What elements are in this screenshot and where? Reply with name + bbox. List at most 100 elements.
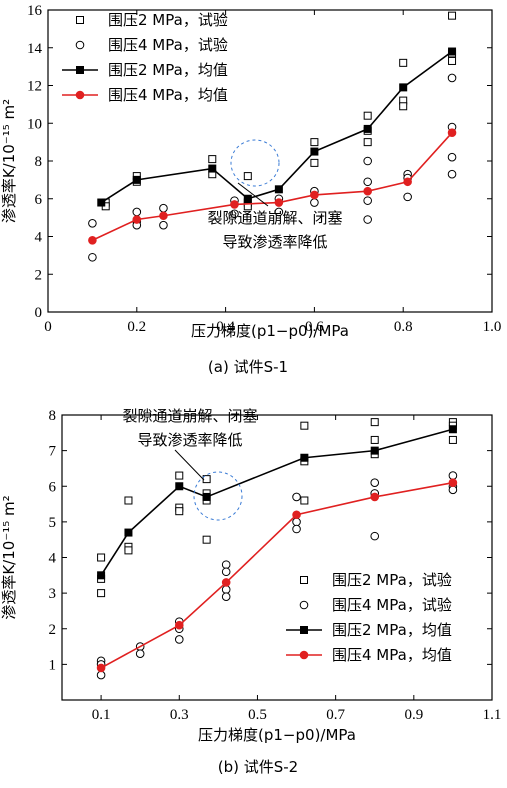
y-tick-label: 4 xyxy=(49,551,57,567)
x-tick-label: 1.1 xyxy=(483,707,502,723)
data-point-circle xyxy=(88,252,97,262)
mean-point-square xyxy=(310,147,319,156)
data-point-square xyxy=(310,158,319,167)
data-point-circle xyxy=(292,524,301,534)
legend-label: 围压2 MPa，试验 xyxy=(108,11,228,29)
series-3 xyxy=(88,128,457,245)
mean-point-square xyxy=(363,124,372,133)
annotation-line-1: 裂隙通道崩解、闭塞 xyxy=(207,209,342,227)
data-point-circle xyxy=(363,196,372,205)
mean-point-circle xyxy=(75,90,85,100)
legend-entry: 围压2 MPa，均值 xyxy=(286,621,452,639)
mean-point-square xyxy=(448,47,457,56)
data-point-circle xyxy=(221,585,231,594)
annotation-line-2: 导致渗透率降低 xyxy=(222,233,327,251)
y-tick-label: 6 xyxy=(35,192,43,208)
data-point-circle xyxy=(448,485,458,495)
mean-point-square xyxy=(208,164,217,173)
chart-panel-a: 0 0.2 0.4 0.6 0.8 1.0 0 2 4 6 8 10 12 14 16 压力梯度(p1−p0)… xyxy=(0,3,501,376)
series-line xyxy=(100,481,454,669)
mean-point-circle xyxy=(96,663,106,673)
series-2 xyxy=(97,47,457,207)
x-tick-label: 0.7 xyxy=(326,707,345,723)
data-point-circle xyxy=(159,220,168,230)
y-tick-label: 1 xyxy=(49,657,57,673)
data-point-circle xyxy=(370,531,380,541)
mean-point-circle xyxy=(299,650,309,660)
legend-label: 围压4 MPa，均值 xyxy=(332,646,452,664)
legend-entry: 围压4 MPa，均值 xyxy=(62,86,228,104)
data-point-circle xyxy=(132,207,142,217)
mean-point-circle xyxy=(88,235,97,245)
y-tick-label: 14 xyxy=(27,41,43,57)
y-tick-label: 16 xyxy=(27,3,43,19)
x-tick-label: 0.6 xyxy=(305,319,324,335)
legend-label: 围压4 MPa，试验 xyxy=(332,596,452,614)
annotation-line-2: 导致渗透率降低 xyxy=(137,431,242,449)
legend-label: 围压4 MPa，试验 xyxy=(108,36,228,54)
data-point-circle xyxy=(370,478,380,487)
data-point-square xyxy=(202,535,211,544)
legend-entry: 围压4 MPa，试验 xyxy=(75,36,228,54)
data-point-square xyxy=(363,111,372,120)
data-point-circle xyxy=(299,600,309,610)
legend-label: 围压2 MPa，均值 xyxy=(332,621,452,639)
data-point-square xyxy=(300,421,309,430)
y-tick-label: 5 xyxy=(49,515,57,531)
data-point-circle xyxy=(363,177,372,187)
data-point-square xyxy=(97,553,106,562)
data-point-circle xyxy=(221,560,231,569)
legend-entry: 围压4 MPa，试验 xyxy=(299,596,452,614)
data-point-square xyxy=(208,155,217,164)
data-point-square xyxy=(124,546,133,555)
legend-entry: 围压4 MPa，均值 xyxy=(286,646,452,664)
data-point-circle xyxy=(310,198,319,207)
mean-point-square xyxy=(399,83,408,92)
x-tick-label: 0.1 xyxy=(92,707,111,723)
data-point-square xyxy=(448,56,457,65)
annotation-ellipse xyxy=(230,139,280,187)
data-point-square xyxy=(76,16,84,24)
series-2 xyxy=(97,425,457,580)
mean-point-circle xyxy=(159,211,168,221)
x-tick-label: 0.2 xyxy=(127,319,146,335)
y-tick-label: 4 xyxy=(35,230,43,246)
data-point-circle xyxy=(403,192,412,202)
data-point-square xyxy=(175,471,184,480)
legend-entry: 围压2 MPa，试验 xyxy=(76,11,228,29)
chart-caption: (b) 试件S-2 xyxy=(218,758,298,776)
y-tick-label: 7 xyxy=(49,444,57,460)
data-point-circle xyxy=(230,209,239,219)
legend-label: 围压4 MPa，均值 xyxy=(108,86,228,104)
data-point-square xyxy=(175,507,184,516)
annotation-ellipse xyxy=(193,471,243,521)
series-3 xyxy=(96,478,458,673)
data-point-circle xyxy=(135,649,145,658)
mean-point-square xyxy=(243,194,252,203)
mean-point-square xyxy=(76,66,84,74)
data-point-square xyxy=(399,58,408,67)
y-tick-label: 8 xyxy=(49,408,57,424)
mean-point-square xyxy=(124,528,133,537)
annotation-leader xyxy=(174,449,205,481)
legend-label: 围压2 MPa，均值 xyxy=(108,61,228,79)
annotation-line-1: 裂隙通道崩解、闭塞 xyxy=(122,407,257,425)
y-tick-label: 10 xyxy=(27,116,42,132)
mean-point-square xyxy=(97,571,106,580)
mean-point-circle xyxy=(174,620,184,630)
mean-point-square xyxy=(274,185,283,194)
data-point-circle xyxy=(88,218,97,228)
x-tick-label: 0.9 xyxy=(404,707,423,723)
y-tick-label: 12 xyxy=(27,79,42,95)
data-point-square xyxy=(300,576,308,584)
data-point-square xyxy=(363,138,372,147)
y-tick-label: 2 xyxy=(35,267,43,283)
mean-point-circle xyxy=(363,186,372,196)
mean-point-circle xyxy=(310,190,319,200)
series-line xyxy=(100,428,454,576)
data-point-circle xyxy=(159,203,168,213)
data-point-circle xyxy=(292,492,301,502)
mean-point-square xyxy=(132,175,141,184)
